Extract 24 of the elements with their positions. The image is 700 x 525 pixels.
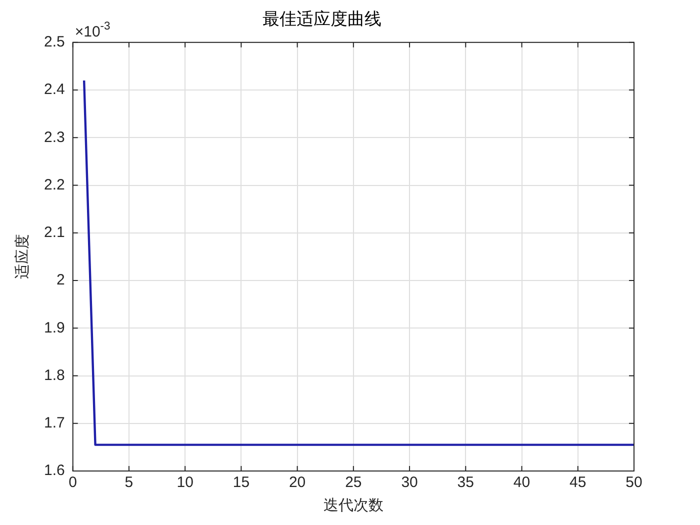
x-tick-label: 30 xyxy=(401,474,418,492)
x-tick-label: 15 xyxy=(232,474,250,492)
x-tick-label: 45 xyxy=(570,474,586,492)
x-tick-label: 25 xyxy=(345,474,362,492)
y-tick-label: 2.4 xyxy=(44,81,65,98)
x-tick-label: 5 xyxy=(124,474,134,492)
y-tick-label: 2.3 xyxy=(44,128,65,146)
x-tick-label: 10 xyxy=(176,474,194,492)
y-axis-title: 适应度 xyxy=(12,234,31,280)
y-tick-label: 1.6 xyxy=(44,462,65,480)
x-tick-label: 40 xyxy=(513,474,530,492)
y-tick-label: 2 xyxy=(56,272,65,289)
y-tick-label: 2.1 xyxy=(44,224,65,242)
x-tick-label: 20 xyxy=(288,474,306,492)
y-tick-label: 2.5 xyxy=(44,34,65,51)
y-tick-label: 1.8 xyxy=(44,366,65,384)
x-tick-label: 35 xyxy=(457,474,474,492)
y-tick-label: 1.7 xyxy=(44,414,65,432)
y-tick-label: 2.2 xyxy=(44,176,65,194)
x-axis-title: 迭代次数 xyxy=(323,496,384,514)
x-tick-label: 0 xyxy=(68,474,78,492)
x-tick-label: 50 xyxy=(626,474,642,492)
y-tick-label: 1.9 xyxy=(44,319,65,336)
chart-title: 最佳适应度曲线 xyxy=(262,10,382,30)
